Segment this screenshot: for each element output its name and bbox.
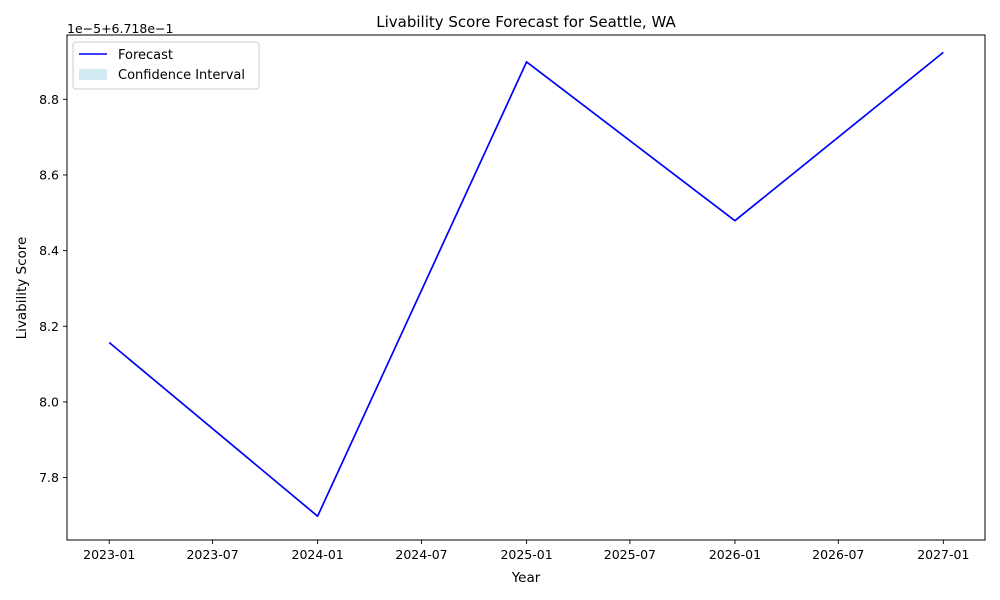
x-tick-label: 2023-07: [186, 547, 238, 562]
x-axis-ticks: 2023-01 2023-07 2024-01 2024-07 2025-01 2025-…: [83, 540, 969, 562]
y-tick-label: 8.0: [39, 394, 59, 409]
x-tick-label: 2024-07: [395, 547, 447, 562]
x-tick-label: 2025-07: [604, 547, 656, 562]
x-tick-label: 2023-01: [83, 547, 135, 562]
legend: Forecast Confidence Interval: [72, 41, 260, 90]
x-axis-label: Year: [511, 570, 541, 586]
chart-title: Livability Score Forecast for Seattle, W…: [376, 13, 676, 31]
y-axis-offset-text: 1e−5+6.718e−1: [67, 21, 173, 36]
legend-box: [72, 41, 260, 90]
y-tick-label: 7.8: [39, 470, 59, 485]
x-tick-label: 2024-01: [292, 547, 344, 562]
series-layer: [108, 51, 944, 518]
y-axis-ticks: 7.8 8.0 8.2 8.4 8.6 8.8: [39, 92, 67, 485]
x-tick-label: 2026-01: [709, 547, 761, 562]
y-tick-label: 8.8: [39, 92, 59, 107]
legend-label-confidence-interval: Confidence Interval: [118, 68, 245, 83]
plot-frame: [66, 34, 986, 541]
x-tick-label: 2027-01: [917, 547, 969, 562]
y-tick-label: 8.2: [39, 319, 59, 334]
x-tick-label: 2025-01: [500, 547, 552, 562]
legend-swatch-confidence-interval: [79, 69, 107, 80]
y-tick-label: 8.4: [39, 243, 59, 258]
legend-label-forecast: Forecast: [118, 48, 173, 63]
forecast-line: [108, 51, 944, 518]
y-tick-label: 8.6: [39, 167, 59, 182]
x-tick-label: 2026-07: [812, 547, 864, 562]
y-axis-label: Livability Score: [14, 237, 30, 340]
